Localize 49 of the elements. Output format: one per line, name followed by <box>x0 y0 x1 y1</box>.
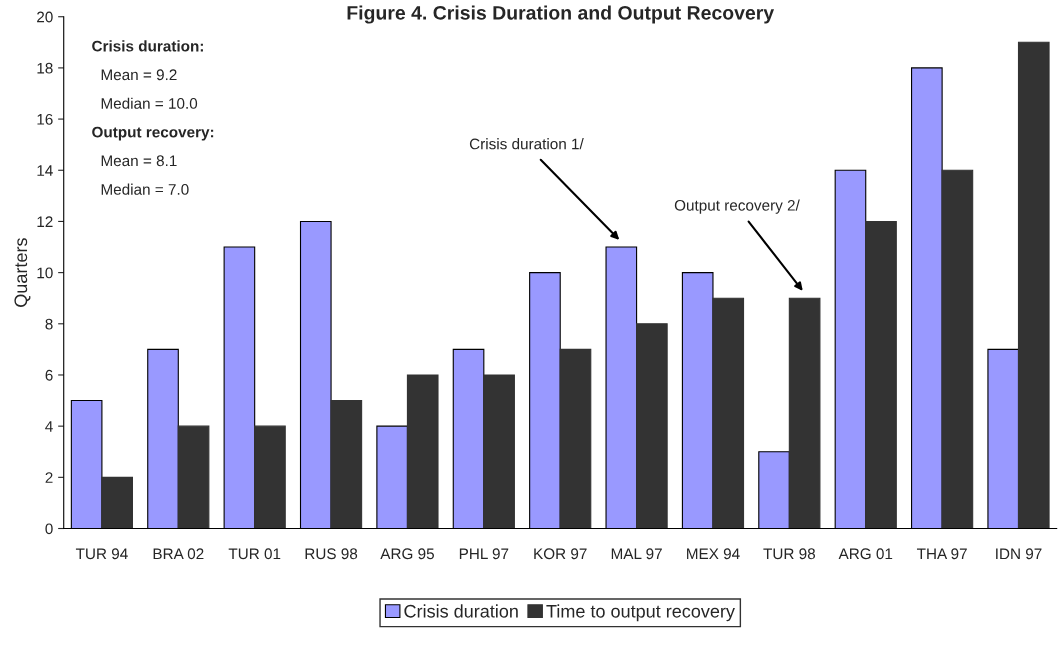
bar <box>101 476 134 529</box>
annotation: Crisis duration: <box>92 40 203 52</box>
x-tick-label: ARG 95 <box>380 548 434 560</box>
x-tick-label: MEX 94 <box>687 548 740 560</box>
bar <box>177 425 210 529</box>
y-tick-label: 10 <box>37 267 53 279</box>
x-tick-label: THA 97 <box>916 548 967 560</box>
x-tick-label: TUR 01 <box>228 548 281 560</box>
bar <box>788 297 821 529</box>
bar <box>559 348 592 529</box>
annotation: Median = 7.0 <box>101 183 189 195</box>
bar <box>483 374 515 529</box>
y-tick-label: 6 <box>45 369 53 381</box>
annotation: Median = 10.0 <box>101 97 198 109</box>
x-tick-label: PHL 97 <box>459 548 509 560</box>
y-tick-label: 8 <box>45 318 53 330</box>
x-tick-label: MAL 97 <box>611 548 662 560</box>
legend-label: Crisis duration <box>404 604 518 618</box>
annotation: Crisis duration 1/ <box>469 138 584 150</box>
y-tick-label: 18 <box>37 62 53 74</box>
chart-title: Figure 4. Crisis Duration and Output Recovery <box>347 5 775 24</box>
y-tick-label: 0 <box>45 523 53 535</box>
y-tick-label: 4 <box>45 421 53 432</box>
x-tick-label: IDN 97 <box>996 548 1042 560</box>
bar <box>865 220 897 529</box>
x-tick-label: RUS 98 <box>305 548 358 560</box>
annotation: Mean = 9.2 <box>101 69 177 81</box>
x-tick-label: BRA 02 <box>153 548 204 560</box>
annotation: Mean = 8.1 <box>101 155 177 167</box>
bar <box>712 297 745 529</box>
x-tick-label: TUR 98 <box>763 548 816 560</box>
bar <box>636 323 668 529</box>
x-tick-label: KOR 97 <box>534 548 587 560</box>
bar <box>406 374 439 529</box>
annotation: Output recovery 2/ <box>674 199 800 214</box>
y-axis-title: Quarters <box>14 238 31 307</box>
y-tick-label: 20 <box>37 11 53 23</box>
bar <box>254 425 286 529</box>
bar <box>330 400 363 529</box>
annotation: Output recovery: <box>92 126 214 141</box>
bar <box>941 169 974 529</box>
y-tick-label: 2 <box>45 472 53 483</box>
bar <box>1017 41 1050 529</box>
x-tick-label: TUR 94 <box>75 548 128 560</box>
y-tick-label: 16 <box>37 113 53 125</box>
legend-label: Time to output recovery <box>546 604 735 622</box>
x-tick-label: ARG 01 <box>838 548 893 560</box>
y-tick-label: 14 <box>37 165 53 176</box>
y-tick-label: 12 <box>37 216 53 227</box>
